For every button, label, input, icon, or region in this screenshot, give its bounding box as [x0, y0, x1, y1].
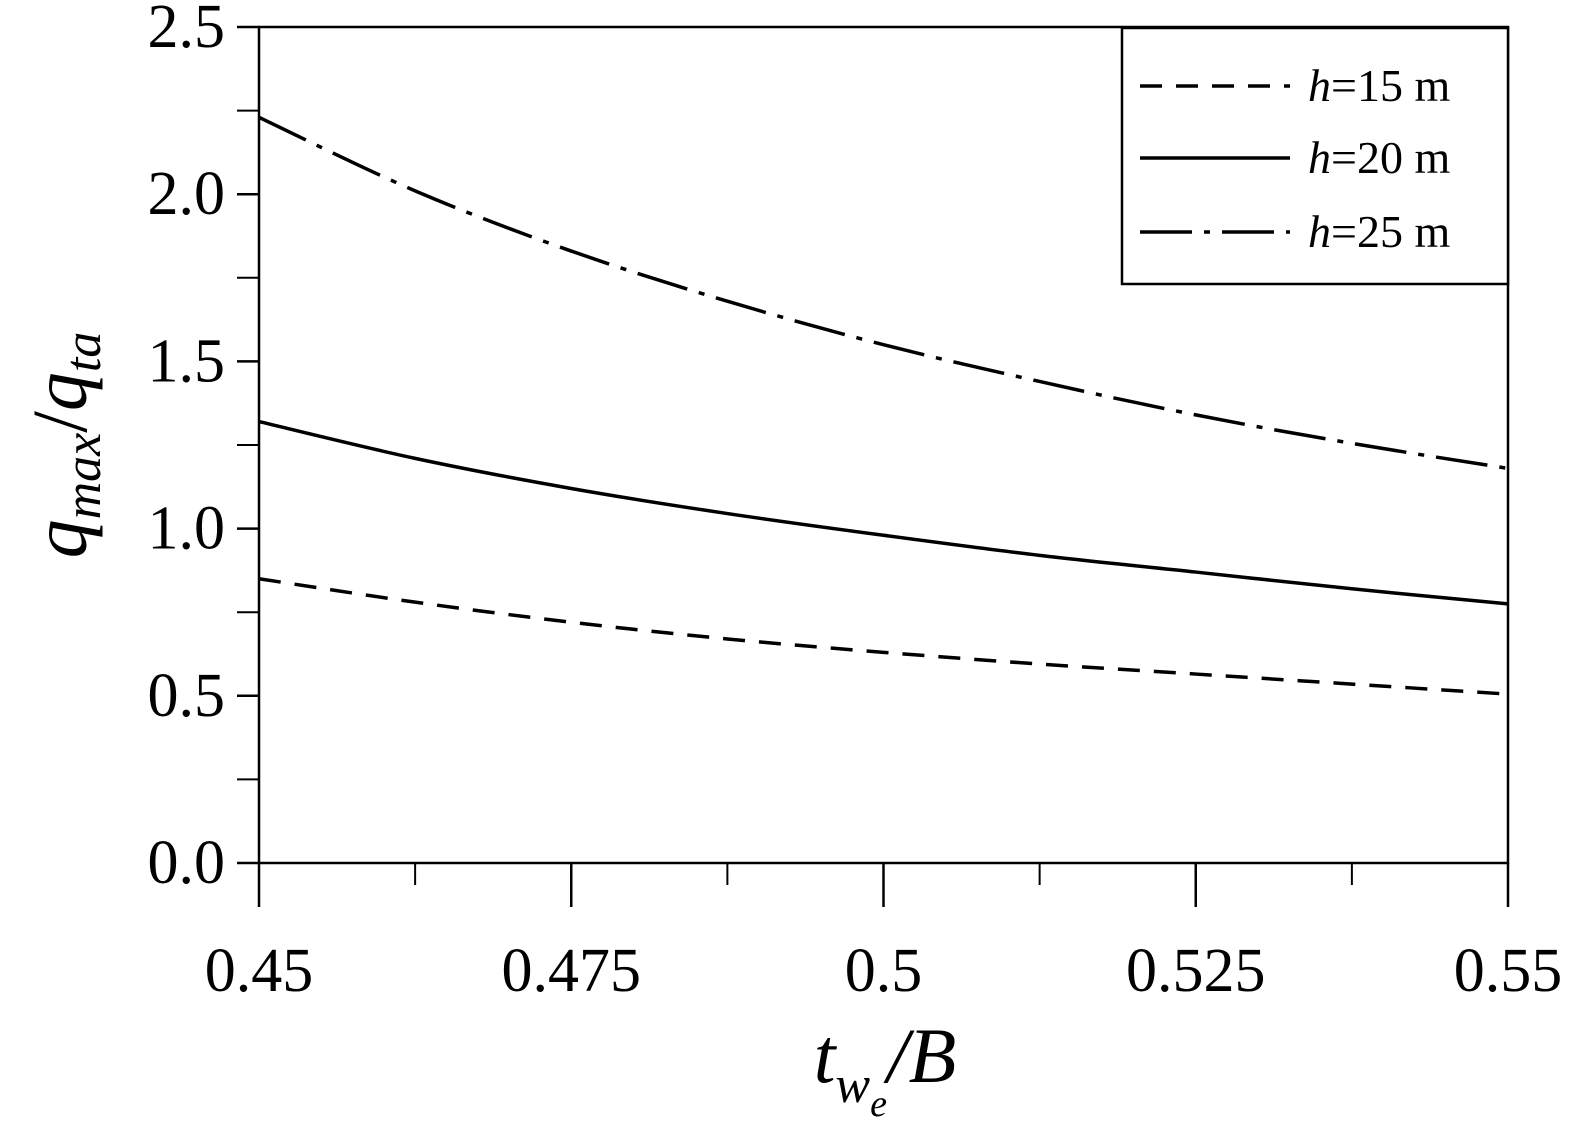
legend-label-h25: h=25 m [1308, 206, 1450, 257]
legend-label-h25-rest: =25 m [1331, 206, 1450, 257]
legend-label-h15-rest: =15 m [1331, 60, 1450, 111]
series-line-h-20-m [258, 419, 1509, 606]
x-tick-label: 0.55 [1454, 937, 1563, 1005]
plot-area: 0.0 0.5 1.0 1.5 2.0 2.5 0.45 0.475 0.5 0.525 0.55 [148, 0, 1563, 1005]
legend-label-h20-rest: =20 m [1331, 132, 1450, 183]
y-tick-label: 0.5 [148, 662, 226, 730]
y-axis-label: qmax/qta [16, 332, 112, 559]
y-label-num: q [16, 519, 103, 558]
y-label-den: q [16, 372, 103, 411]
x-axis-label: twe/B [814, 1012, 957, 1125]
y-label-slash: / [16, 411, 103, 433]
y-tick-label: 2.5 [148, 0, 226, 61]
x-tick-label: 0.5 [845, 937, 923, 1005]
y-label-num-sub: max [55, 433, 112, 520]
legend-label-h15: h=15 m [1308, 60, 1450, 111]
x-tick-label: 0.475 [502, 937, 642, 1005]
y-tick-label: 1.0 [148, 495, 226, 563]
legend-label-h20-italic: h [1308, 132, 1331, 183]
x-label-suffix: /B [883, 1012, 956, 1099]
y-tick-label: 1.5 [148, 327, 226, 395]
y-tick-label: 2.0 [148, 160, 226, 228]
x-label-subsub: e [870, 1083, 887, 1125]
legend-box [1120, 26, 1510, 286]
legend-label-h25-italic: h [1308, 206, 1331, 257]
legend-label-h20: h=20 m [1308, 132, 1450, 183]
legend-label-h15-italic: h [1308, 60, 1331, 111]
x-tick-label: 0.45 [205, 937, 314, 1005]
x-label-sub: w [835, 1057, 870, 1114]
series-line-h-25-m [258, 115, 1509, 471]
x-tick-label: 0.525 [1126, 937, 1266, 1005]
x-label-main: t [814, 1012, 838, 1099]
y-tick-label: 0.0 [148, 829, 226, 897]
y-label-den-sub: ta [55, 332, 112, 372]
legend: h=15 m h=20 m h=25 m [1120, 26, 1510, 286]
series-line-h-15-m [258, 577, 1509, 696]
